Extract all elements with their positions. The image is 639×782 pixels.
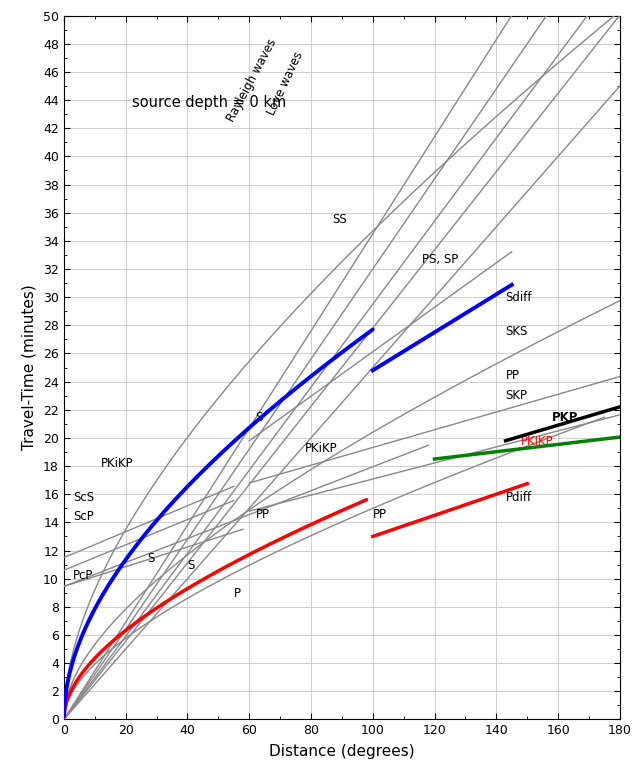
Text: Sdiff: Sdiff (505, 292, 532, 304)
Text: PcP: PcP (73, 569, 93, 582)
Text: PS, SP: PS, SP (422, 253, 458, 267)
Text: PP: PP (256, 508, 270, 521)
Text: Love waves: Love waves (265, 49, 305, 117)
Text: SS: SS (333, 213, 348, 225)
Text: Pdiff: Pdiff (505, 491, 532, 504)
Text: PKiKP: PKiKP (101, 457, 134, 471)
Text: PKIKP: PKIKP (521, 435, 553, 448)
Text: S: S (147, 552, 155, 565)
Text: source depth = 0 km: source depth = 0 km (132, 95, 286, 110)
Text: ScP: ScP (73, 510, 94, 522)
Text: PKiKP: PKiKP (305, 442, 337, 455)
Text: SKS: SKS (505, 325, 528, 338)
X-axis label: Distance (degrees): Distance (degrees) (269, 744, 415, 759)
Text: P: P (234, 587, 241, 600)
Text: PP: PP (505, 369, 520, 382)
Text: PP: PP (373, 508, 387, 521)
Text: ScS: ScS (73, 491, 95, 504)
Text: S: S (187, 559, 195, 572)
Text: Rayleigh waves: Rayleigh waves (224, 37, 279, 124)
Y-axis label: Travel-Time (minutes): Travel-Time (minutes) (21, 285, 36, 450)
Text: PKP: PKP (552, 411, 578, 424)
Text: SKP: SKP (505, 389, 528, 401)
Text: S: S (256, 411, 263, 424)
